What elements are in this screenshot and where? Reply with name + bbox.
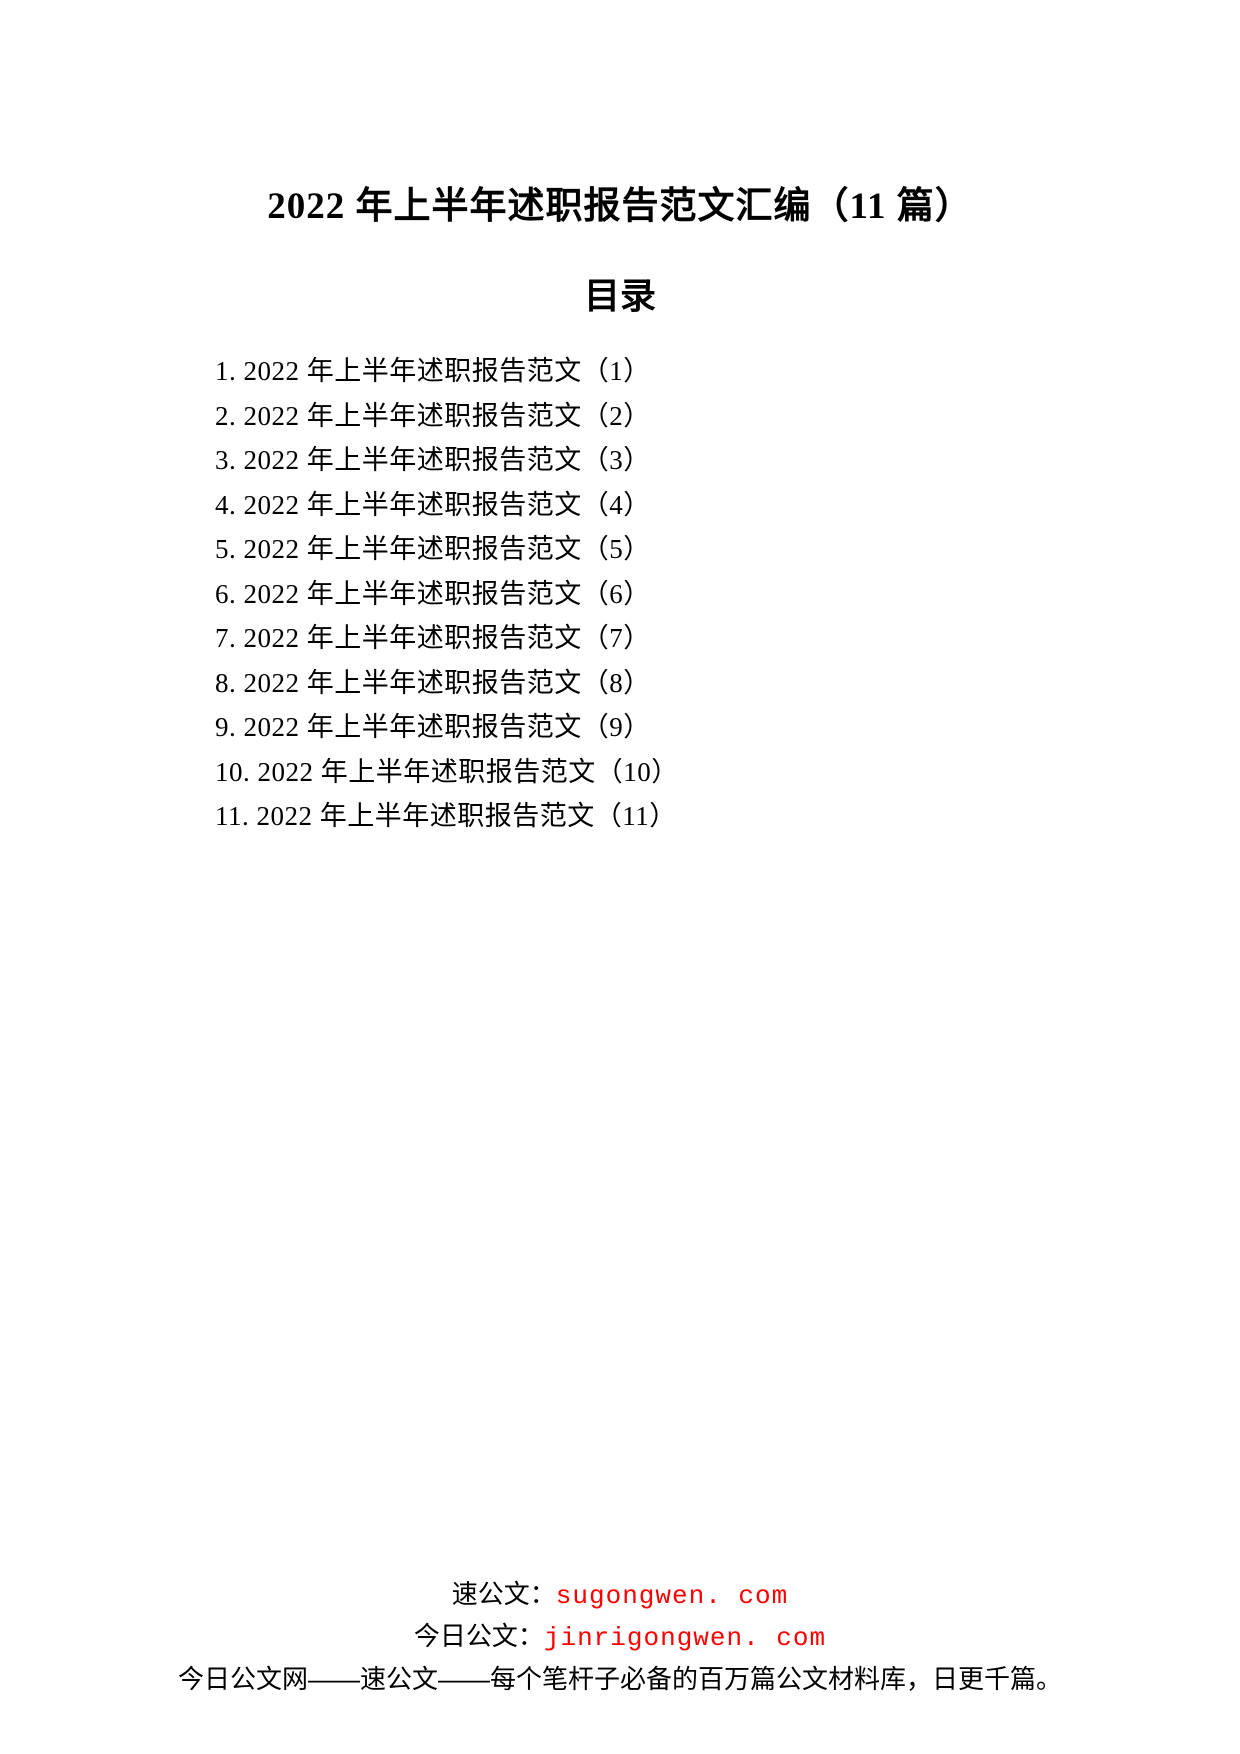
toc-item: 11. 2022 年上半年述职报告范文（11）: [215, 794, 1090, 839]
footer-url-2: jinrigongwen. com: [544, 1623, 826, 1653]
footer-label-2: 今日公文：: [414, 1621, 544, 1651]
footer-line-1: 速公文：sugongwen. com: [0, 1574, 1240, 1616]
toc-item: 1. 2022 年上半年述职报告范文（1）: [215, 349, 1090, 394]
toc-item: 6. 2022 年上半年述职报告范文（6）: [215, 572, 1090, 617]
toc-item: 5. 2022 年上半年述职报告范文（5）: [215, 527, 1090, 572]
toc-item: 9. 2022 年上半年述职报告范文（9）: [215, 705, 1090, 750]
toc-item: 4. 2022 年上半年述职报告范文（4）: [215, 483, 1090, 528]
toc-item: 8. 2022 年上半年述职报告范文（8）: [215, 661, 1090, 706]
footer-line-2: 今日公文：jinrigongwen. com: [0, 1616, 1240, 1658]
toc-item: 7. 2022 年上半年述职报告范文（7）: [215, 616, 1090, 661]
main-title: 2022 年上半年述职报告范文汇编（11 篇）: [150, 175, 1090, 229]
toc-item: 10. 2022 年上半年述职报告范文（10）: [215, 750, 1090, 795]
footer-label-1: 速公文：: [452, 1579, 556, 1609]
toc-item: 3. 2022 年上半年述职报告范文（3）: [215, 438, 1090, 483]
toc-list: 1. 2022 年上半年述职报告范文（1） 2. 2022 年上半年述职报告范文…: [150, 349, 1090, 839]
footer-tagline: 今日公文网——速公文——每个笔杆子必备的百万篇公文材料库，日更千篇。: [0, 1659, 1240, 1699]
page-container: 2022 年上半年述职报告范文汇编（11 篇） 目录 1. 2022 年上半年述…: [0, 0, 1240, 1754]
footer-url-1: sugongwen. com: [556, 1581, 788, 1611]
footer: 速公文：sugongwen. com 今日公文：jinrigongwen. co…: [0, 1574, 1240, 1699]
sub-title: 目录: [150, 267, 1090, 319]
toc-item: 2. 2022 年上半年述职报告范文（2）: [215, 394, 1090, 439]
